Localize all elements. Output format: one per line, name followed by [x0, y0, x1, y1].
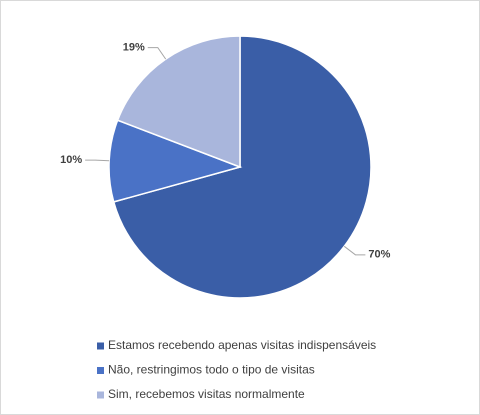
legend-swatch: [97, 391, 104, 399]
data-label: 19%: [123, 41, 145, 53]
legend-label: Sim, recebemos visitas normalmente: [108, 387, 305, 401]
legend-label: Estamos recebendo apenas visitas indispe…: [108, 338, 376, 352]
legend-swatch: [97, 367, 104, 374]
legend-swatch: [97, 342, 104, 350]
data-label: 70%: [368, 249, 390, 261]
pie-slice: [116, 35, 241, 169]
leader-line: [343, 245, 366, 256]
legend-label: Não, restringimos todo o tipo de visitas: [108, 363, 315, 377]
leader-line: [85, 159, 110, 162]
pie-slice: [108, 119, 243, 203]
leader-line: [147, 47, 167, 60]
data-label: 10%: [60, 154, 82, 166]
